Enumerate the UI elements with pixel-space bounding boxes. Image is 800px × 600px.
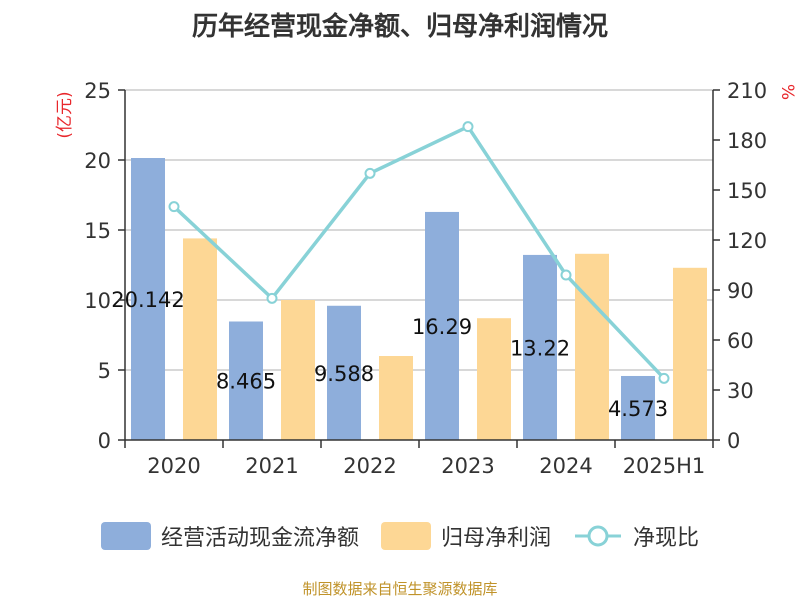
legend-label-net-profit: 归母净利润	[440, 526, 551, 551]
bar-net-profit	[379, 356, 413, 440]
bar-cash-flow	[327, 305, 361, 440]
bar-value-label: 9.588	[314, 362, 374, 386]
bar-cash-flow	[425, 211, 459, 440]
x-tick-label: 2022	[343, 454, 396, 478]
legend-swatch-net-profit	[380, 522, 431, 550]
right-tick-label: 60	[727, 329, 754, 353]
right-tick-label: 30	[727, 379, 754, 403]
left-tick-label: 15	[84, 219, 111, 243]
bar-cash-flow	[621, 375, 655, 440]
bar-value-label: 16.29	[412, 315, 472, 339]
legend-swatch-cash-flow	[100, 522, 151, 550]
ratio-line-series	[168, 121, 670, 384]
data-source-note: 制图数据来自恒生聚源数据库	[302, 580, 498, 598]
bar-cash-flow	[229, 321, 263, 440]
left-tick-label: 0	[98, 429, 111, 453]
left-tick-label: 5	[98, 359, 111, 383]
right-tick-label: 0	[727, 429, 740, 453]
ratio-point	[364, 167, 376, 179]
ratio-point	[462, 121, 474, 133]
right-tick-label: 150	[727, 179, 767, 203]
bar-cash-flow	[131, 158, 165, 440]
left-tick-label: 20	[84, 149, 111, 173]
ratio-line	[172, 124, 666, 380]
x-tick-label: 2020	[147, 454, 200, 478]
left-axis-unit: (亿元)	[55, 91, 75, 138]
bar-net-profit	[575, 253, 609, 440]
x-tick-label: 2024	[539, 454, 592, 478]
ratio-point	[266, 292, 278, 304]
grid-lines	[125, 89, 713, 371]
left-tick-label: 10	[84, 289, 111, 313]
bar-net-profit	[183, 238, 217, 440]
right-tick-label: 210	[727, 79, 767, 103]
bar-cash-flow	[523, 254, 557, 440]
right-tick-label: 120	[727, 229, 767, 253]
legend-swatch-ratio	[575, 525, 621, 547]
legend-label-cash-flow: 经营活动现金流净额	[160, 526, 359, 551]
ratio-point	[658, 372, 670, 384]
right-tick-label: 180	[727, 129, 767, 153]
legend-item-ratio[interactable]: 净现比	[573, 520, 699, 552]
bars	[131, 158, 707, 440]
legend-item-net-profit[interactable]: 归母净利润	[380, 520, 551, 552]
bar-value-label: 4.573	[608, 397, 668, 421]
legend-item-cash-flow[interactable]: 经营活动现金流净额	[100, 520, 359, 552]
x-tick-label: 2023	[441, 454, 494, 478]
right-axis-unit: %	[777, 84, 797, 100]
bar-value-label: 8.465	[216, 370, 276, 394]
x-tick-label: 2025H1	[623, 454, 706, 478]
bar-net-profit	[477, 318, 511, 440]
right-tick-label: 90	[727, 279, 754, 303]
x-tick-label: 2021	[245, 454, 298, 478]
ratio-point	[168, 201, 180, 213]
left-tick-label: 25	[84, 79, 111, 103]
bar-net-profit	[673, 267, 707, 440]
chart-title: 历年经营现金净额、归母净利润情况	[191, 12, 608, 42]
bar-value-label: 13.22	[510, 336, 570, 360]
legend: 经营活动现金流净额 归母净利润 净现比	[0, 518, 800, 554]
axes: 0 5 10 15 20 25 0 30 60 90 120 150 180 210 2020 2021 202…	[84, 79, 767, 478]
legend-label-ratio: 净现比	[633, 526, 700, 551]
ratio-point	[560, 269, 572, 281]
bar-net-profit	[281, 300, 315, 440]
